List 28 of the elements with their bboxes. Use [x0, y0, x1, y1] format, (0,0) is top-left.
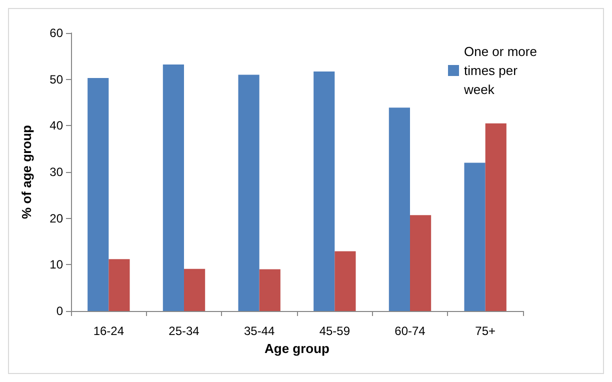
bar	[108, 259, 130, 311]
bar	[184, 268, 206, 311]
y-axis-title: % of age group	[19, 125, 34, 219]
x-tick-label: 25-34	[168, 324, 200, 338]
bar	[314, 71, 335, 311]
bar	[238, 74, 260, 311]
bar	[388, 108, 410, 311]
x-tick-label: 45-59	[319, 324, 350, 338]
x-tick-label: 60-74	[394, 324, 426, 338]
bar	[464, 162, 486, 311]
y-tick-label: 20	[50, 211, 64, 226]
bar	[162, 64, 184, 311]
bar	[259, 269, 280, 311]
bar	[485, 123, 506, 311]
legend-label: One or more times per week	[463, 44, 541, 97]
y-tick-label: 0	[56, 304, 64, 318]
x-tick-label: 35-44	[244, 324, 275, 338]
bar	[334, 251, 356, 311]
y-tick-label: 50	[50, 72, 64, 86]
x-axis-title: Age group	[264, 340, 330, 356]
x-tick-label: 75+	[475, 324, 496, 338]
y-tick-label: 10	[50, 258, 64, 272]
x-tick-label: 16-24	[93, 324, 124, 338]
y-tick-label: 40	[50, 118, 64, 133]
bar	[410, 215, 432, 311]
y-tick-label: 30	[50, 165, 64, 179]
bar	[88, 78, 109, 311]
y-tick-label: 60	[50, 26, 64, 40]
